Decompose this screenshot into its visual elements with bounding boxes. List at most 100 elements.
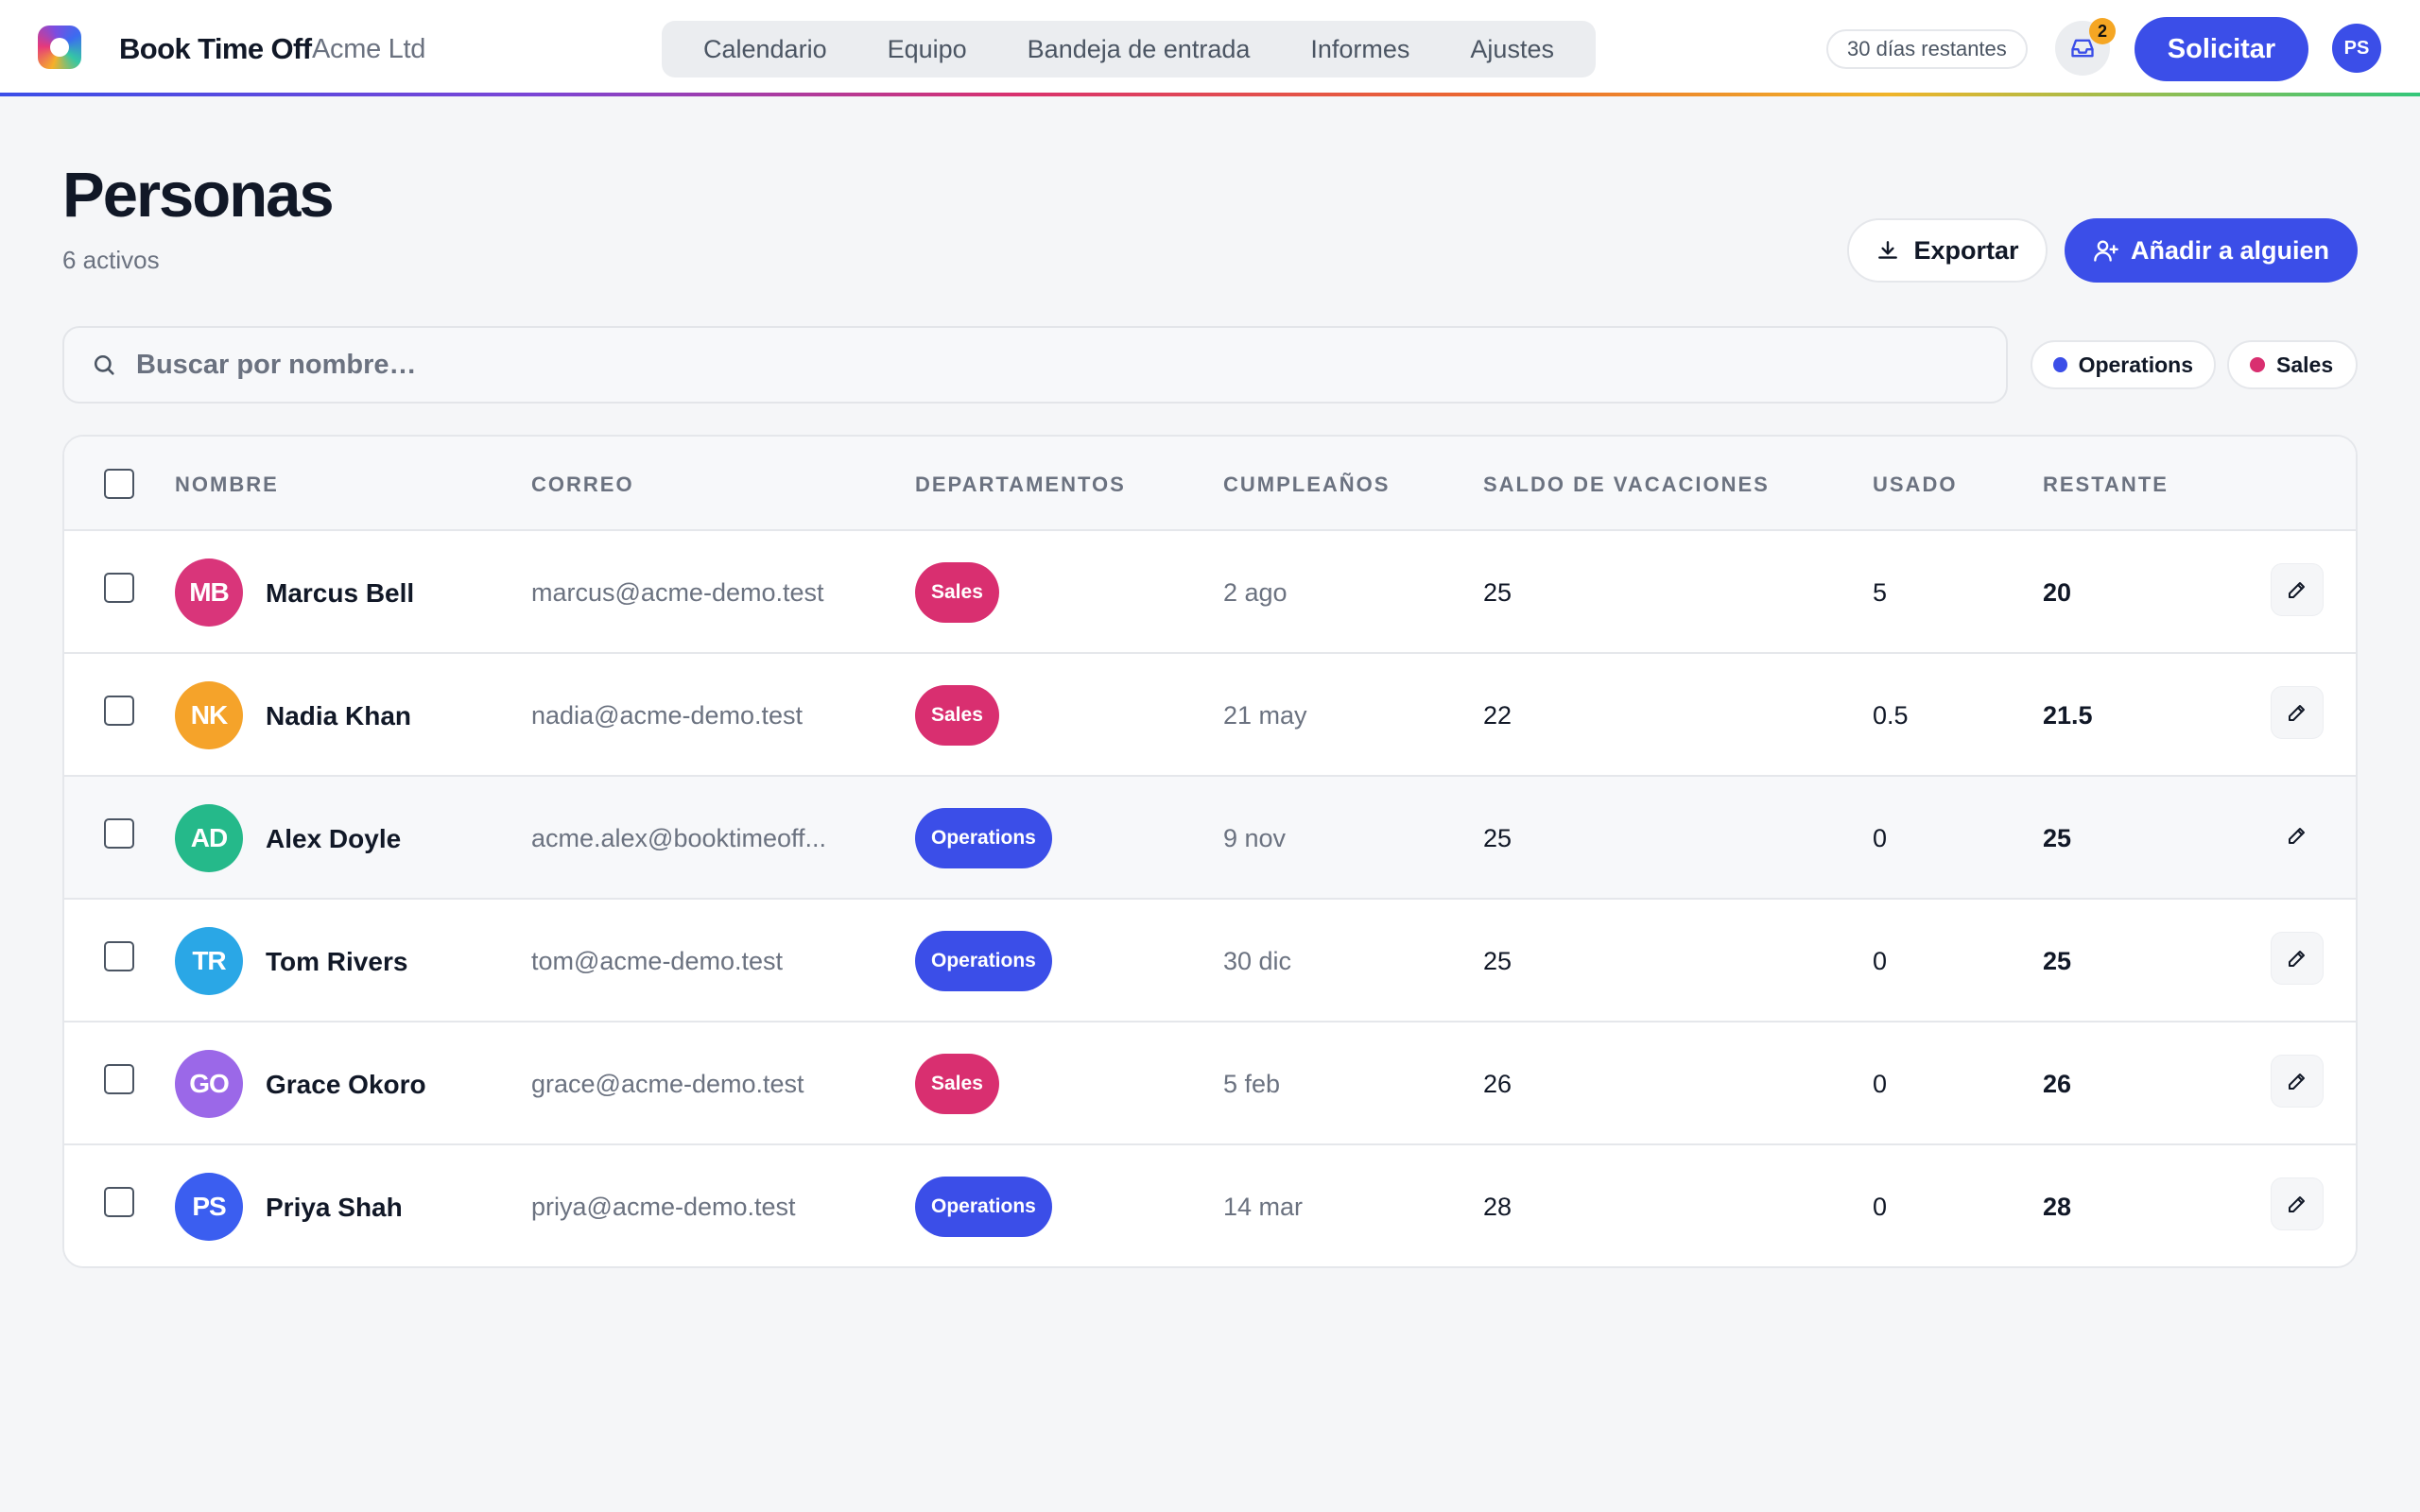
table-row[interactable]: PS Priya Shah priya@acme-demo.test Opera… [64,1145,2356,1266]
days-remaining: 25 [2043,824,2072,852]
avatar: NK [175,681,243,749]
days-remaining-pill: 30 días restantes [1826,29,2028,69]
filter-chip-operations[interactable]: Operations [2031,340,2216,389]
request-button[interactable]: Solicitar [2135,17,2308,81]
nav-item-reports[interactable]: Informes [1310,34,1410,63]
app-logo[interactable] [38,26,81,69]
days-used: 0 [1873,947,1888,975]
column-header-departments[interactable]: DEPARTAMENTOS [915,472,1126,496]
sales-dot [2250,357,2265,372]
leave-balance: 28 [1483,1193,1512,1221]
department-badge: Sales [915,562,999,623]
avatar: MB [175,558,243,627]
filter-chip-sales[interactable]: Sales [2227,340,2358,389]
leave-balance: 26 [1483,1070,1512,1098]
download-icon [1878,241,1898,259]
column-header-used[interactable]: USADO [1873,472,1958,496]
avatar: PS [175,1173,243,1241]
pencil-icon [2289,828,2305,844]
column-header-remaining[interactable]: RESTANTE [2043,472,2169,496]
pencil-icon [2289,705,2305,721]
export-button[interactable]: Exportar [1847,218,2048,283]
person-name[interactable]: Tom Rivers [266,947,408,976]
search-input[interactable] [136,349,1932,381]
person-name[interactable]: Alex Doyle [266,824,402,853]
brand-name: Book Time Off [119,32,312,65]
birthday: 2 ago [1223,578,1288,607]
top-bar: Book Time Off Acme Ltd Calendario Equipo… [0,0,2420,96]
pencil-icon [2289,951,2305,967]
days-used: 0 [1873,1193,1888,1221]
main-nav: Calendario Equipo Bandeja de entrada Inf… [662,21,1596,77]
row-checkbox[interactable] [104,1187,134,1217]
days-remaining: 28 [2043,1193,2072,1221]
column-header-email[interactable]: CORREO [531,472,634,496]
nav-item-settings[interactable]: Ajustes [1470,34,1554,63]
table-row[interactable]: GO Grace Okoro grace@acme-demo.test Sale… [64,1022,2356,1145]
user-avatar[interactable]: PS [2332,24,2381,73]
person-name[interactable]: Grace Okoro [266,1070,426,1099]
export-label: Exportar [1913,235,2019,265]
person-email: acme.alex@booktimeoff... [531,824,827,852]
pencil-icon [2289,1074,2305,1090]
nav-item-calendar[interactable]: Calendario [703,34,827,63]
edit-button[interactable] [2271,686,2324,739]
department-badge: Operations [915,808,1052,868]
people-table: NOMBRE CORREO DEPARTAMENTOS CUMPLEAÑOS S… [62,435,2358,1268]
table-row[interactable]: NK Nadia Khan nadia@acme-demo.test Sales… [64,654,2356,777]
days-remaining: 20 [2043,578,2072,607]
days-remaining: 21.5 [2043,701,2093,730]
person-name[interactable]: Priya Shah [266,1193,403,1222]
page-title: Personas [62,160,335,231]
filter-chip-label: Sales [2276,352,2334,377]
edit-button[interactable] [2271,809,2324,862]
pencil-icon [2289,1196,2305,1212]
column-header-balance[interactable]: SALDO DE VACACIONES [1483,472,1770,496]
avatar: GO [175,1050,243,1118]
leave-balance: 25 [1483,578,1512,607]
inbox-icon [2071,39,2094,58]
department-badge: Sales [915,685,999,746]
row-checkbox[interactable] [104,941,134,971]
nav-item-inbox[interactable]: Bandeja de entrada [1027,34,1251,63]
org-name: Acme Ltd [312,34,426,64]
table-header: NOMBRE CORREO DEPARTAMENTOS CUMPLEAÑOS S… [64,437,2356,531]
person-name[interactable]: Marcus Bell [266,578,415,608]
person-name[interactable]: Nadia Khan [266,701,412,730]
leave-balance: 25 [1483,947,1512,975]
person-email: grace@acme-demo.test [531,1070,804,1098]
leave-balance: 22 [1483,701,1512,730]
birthday: 30 dic [1223,947,1292,975]
person-email: priya@acme-demo.test [531,1193,796,1221]
edit-button[interactable] [2271,932,2324,985]
header-accent-bar [0,93,2420,96]
select-all-checkbox[interactable] [104,469,134,499]
days-used: 0 [1873,1070,1888,1098]
active-count: 6 activos [62,246,160,274]
row-checkbox[interactable] [104,1064,134,1094]
add-person-label: Añadir a alguien [2130,235,2330,265]
edit-button[interactable] [2271,1177,2324,1230]
edit-button[interactable] [2271,563,2324,616]
days-used: 5 [1873,578,1888,607]
inbox-count-badge: 2 [2089,18,2116,44]
column-header-name[interactable]: NOMBRE [175,472,279,496]
search-icon [94,354,114,375]
row-checkbox[interactable] [104,818,134,849]
table-row[interactable]: MB Marcus Bell marcus@acme-demo.test Sal… [64,531,2356,654]
birthday: 21 may [1223,701,1307,730]
nav-item-team[interactable]: Equipo [887,34,967,63]
add-person-button[interactable]: Añadir a alguien [2065,218,2358,283]
filter-chip-label: Operations [2078,352,2193,377]
edit-button[interactable] [2271,1055,2324,1108]
row-checkbox[interactable] [104,696,134,726]
search-box [62,326,2008,404]
birthday: 9 nov [1223,824,1287,852]
table-row[interactable]: TR Tom Rivers tom@acme-demo.test Operati… [64,900,2356,1022]
table-row[interactable]: AD Alex Doyle acme.alex@booktimeoff... O… [64,777,2356,900]
operations-dot [2053,357,2067,372]
person-email: nadia@acme-demo.test [531,701,804,730]
row-checkbox[interactable] [104,573,134,603]
department-badge: Operations [915,931,1052,991]
column-header-birthday[interactable]: CUMPLEAÑOS [1223,472,1391,496]
